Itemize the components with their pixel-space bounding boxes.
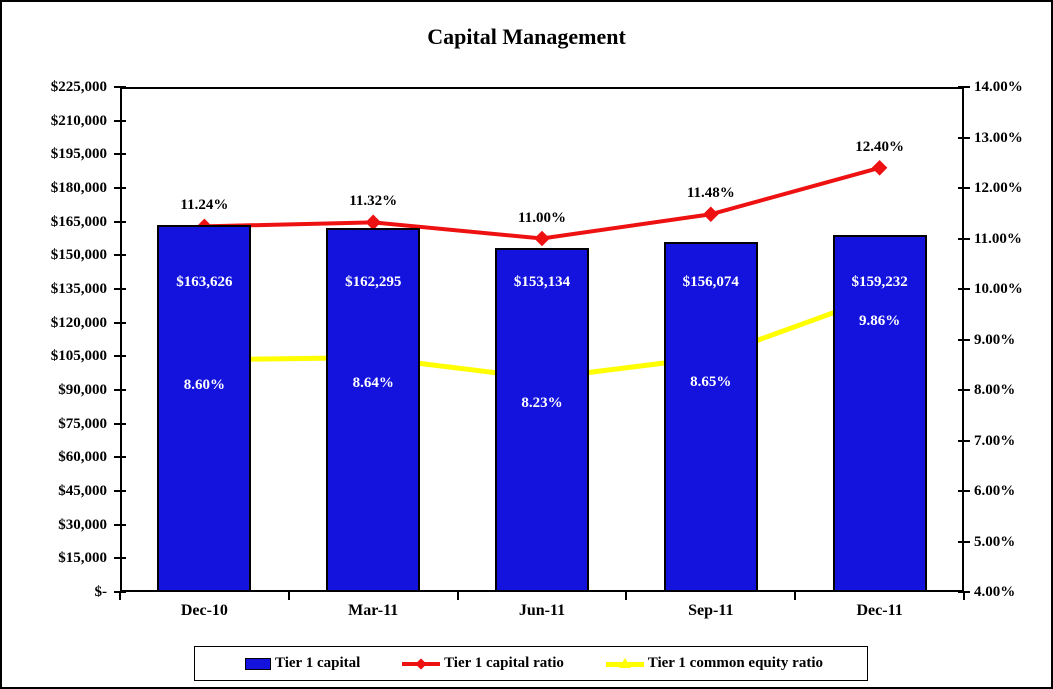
y-axis-tick-label-right: 12.00% [974,180,1023,196]
y-axis-tick-label-left: $195,000 [50,146,107,163]
series-point-label: 11.48% [686,185,735,202]
bar [495,248,589,592]
bar-value-label: $162,295 [345,274,402,290]
y-axis-tick-left [114,557,126,560]
y-axis-tick-left [114,321,126,324]
x-axis-tick [287,592,290,600]
y-axis-tick-label-left: $165,000 [50,213,107,230]
series-point-label: 11.32% [349,193,398,210]
y-axis-tick-label-left: $90,000 [58,382,107,398]
y-axis-tick-left [114,389,126,391]
bar-swatch-icon [245,657,271,670]
y-axis-tick-left [114,490,126,492]
y-axis-tick-right [958,389,970,391]
x-axis-label: Jun-11 [518,602,566,619]
chart-title: Capital Management [427,24,626,49]
x-axis-label: Sep-11 [688,602,734,619]
y-axis-tick-right [958,490,970,492]
y-axis-tick-left [114,86,126,88]
series-point-label: 11.24% [180,197,229,214]
x-axis-label: Dec-10 [180,602,228,619]
series-point-label: 8.65% [690,374,732,391]
legend-label: Tier 1 capital [275,655,361,671]
y-axis-tick-label-right: 8.00% [974,382,1016,398]
y-axis-tick-label-left: $120,000 [50,314,107,331]
y-axis-tick-left [114,422,126,425]
y-axis-tick-right [958,540,970,543]
legend-item-tier1-capital-ratio: Tier 1 capital ratio [402,655,564,672]
series-point-label: 11.00% [518,209,566,226]
legend: Tier 1 capital Tier 1 capital ratio Tier… [194,646,868,681]
y-axis-tick-left [114,355,126,358]
x-axis-tick [794,592,797,600]
y-axis-tick-label-right: 6.00% [974,483,1016,499]
x-axis-tick [456,592,459,600]
y-axis-tick-label-right: 14.00% [974,79,1023,95]
series-point-label: 8.64% [352,374,394,391]
line-diamond-icon [402,657,441,671]
legend-label: Tier 1 common equity ratio [647,655,823,671]
y-axis-tick-right [958,86,970,88]
y-axis-tick-right [958,439,970,442]
y-axis-tick-label-right: 5.00% [974,533,1016,550]
x-axis-tick [963,592,965,600]
y-axis-tick-right [958,187,970,189]
x-axis-tick [625,592,628,600]
bar [663,241,758,592]
y-axis-tick-label-left: $210,000 [50,112,107,129]
bar [326,227,421,592]
y-axis-tick-label-left: $75,000 [58,415,107,432]
y-axis-tick-left [114,456,126,459]
series-point-label: 12.40% [855,138,904,155]
y-axis-tick-left [114,220,126,223]
diamond-marker [871,160,888,176]
y-axis-tick-label-left: $225,000 [50,79,107,95]
y-axis-tick-right [958,237,970,240]
y-axis-tick-label-right: 10.00% [974,281,1023,297]
bar-value-label: $153,134 [513,274,571,290]
y-axis-tick-right [958,136,970,139]
y-axis-tick-label-right: 11.00% [974,230,1022,247]
y-axis-tick-right [958,338,970,341]
bar-value-label: $163,626 [176,274,233,290]
y-axis-tick-label-left: $135,000 [50,281,107,297]
legend-item-tier1-capital: Tier 1 capital [245,655,360,672]
y-axis-tick-label-left: $15,000 [58,550,107,567]
y-axis-tick-label-left: $45,000 [58,483,107,499]
series-point-label: 8.60% [183,376,226,393]
series-point-label: 8.23% [521,395,563,412]
y-axis-tick-right [958,288,970,290]
bar [832,234,927,592]
y-axis-tick-label-left: $60,000 [58,449,107,466]
y-axis-tick-left [114,523,126,526]
diamond-marker [534,230,550,247]
y-axis-tick-label-right: 13.00% [974,129,1023,146]
y-axis-tick-left [114,288,126,290]
y-axis-tick-left [114,187,126,189]
y-axis-tick-label-left: $180,000 [50,180,107,196]
y-axis-tick-label-right: 7.00% [974,432,1016,449]
y-axis-tick-label-left: $- [94,584,108,600]
y-axis-tick-left [114,254,126,257]
y-axis-tick-label-left: $150,000 [50,247,107,264]
y-axis-tick-label-left: $30,000 [58,516,107,533]
legend-item-tier1-common-equity-ratio: Tier 1 common equity ratio [605,655,823,672]
bar-value-label: $156,074 [682,274,739,290]
y-axis-tick-label-right: 4.00% [974,584,1016,600]
x-axis-label: Mar-11 [348,602,399,619]
y-axis-tick-label-right: 9.00% [974,331,1016,348]
line-triangle-icon [605,657,644,671]
tier-1-capital-ratio-line [204,165,881,241]
y-axis-tick-left [114,153,126,156]
bar [157,224,252,592]
diamond-marker [703,206,719,223]
legend-label: Tier 1 capital ratio [444,655,564,671]
y-axis-tick-left [114,119,126,122]
bar-value-label: $159,232 [851,274,908,290]
x-axis-tick [119,592,121,600]
series-point-label: 9.86% [858,313,901,330]
x-axis-label: Dec-11 [856,602,903,619]
y-axis-tick-label-left: $105,000 [50,348,107,365]
